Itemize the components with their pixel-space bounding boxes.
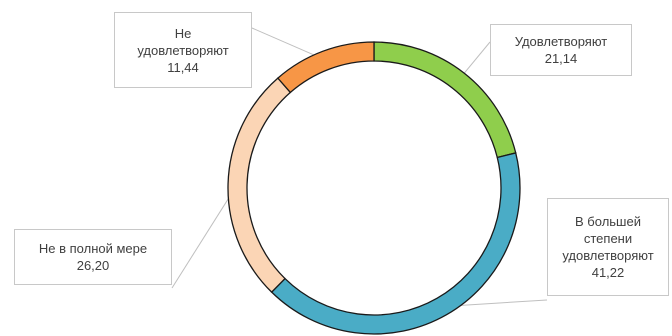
data-label-mostly-satisfied: В большей степени удовлетворяют 41,22: [547, 198, 669, 296]
label-value: 21,14: [544, 51, 578, 66]
label-value: 11,44: [167, 59, 199, 75]
leader-line: [171, 183, 238, 289]
segment-partially: [227, 77, 292, 294]
label-text: Не в полной мере: [38, 241, 148, 256]
label-text-line-3: удовлетворяют: [562, 248, 654, 263]
data-label-satisfied: Удовлетворяют 21,14: [490, 24, 632, 76]
doughnut-ring: [227, 41, 521, 335]
label-text-line-2: степени: [583, 231, 633, 246]
label-value: 26,20: [76, 258, 110, 273]
label-text-line-2: удовлетворяют: [137, 42, 229, 58]
data-label-partially: Не в полной мере 26,20: [14, 229, 172, 285]
segment-not-satisfied: [276, 41, 375, 94]
label-text-line-1: В большей: [575, 214, 641, 229]
data-label-not-satisfied: Не удовлетворяют 11,44: [114, 12, 252, 88]
label-text: Удовлетворяют: [514, 34, 608, 49]
label-value: 41,22: [591, 265, 625, 280]
label-text-line-1: Не: [174, 25, 192, 41]
segment-mostly-satisfied: [270, 152, 521, 335]
